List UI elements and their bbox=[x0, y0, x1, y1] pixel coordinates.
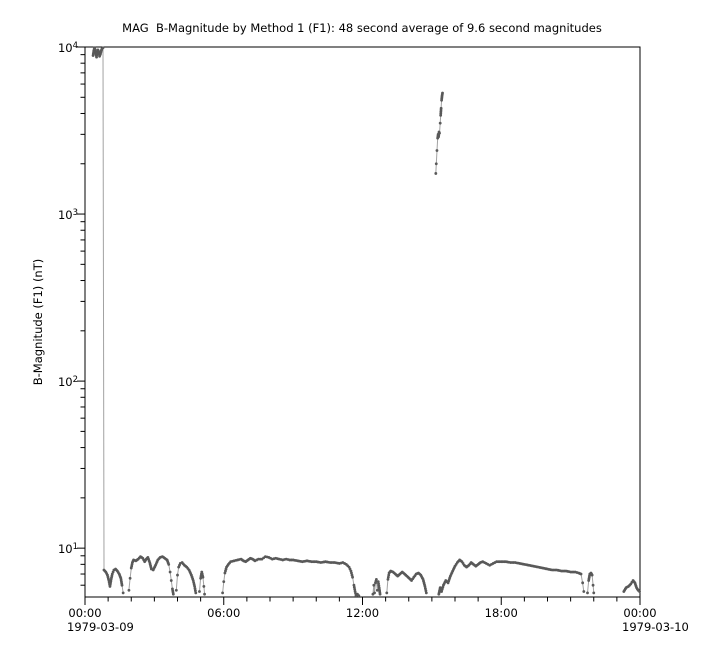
y-tick-label: 104 bbox=[57, 41, 78, 55]
x-tick-label: 12:00 bbox=[345, 606, 380, 620]
y-tick-label: 102 bbox=[57, 375, 78, 390]
x-axis-start-date: 1979-03-09 bbox=[67, 620, 134, 634]
x-axis-ticks bbox=[84, 597, 641, 605]
x-tick-label: 06:00 bbox=[207, 606, 241, 620]
y-tick-label: 103 bbox=[57, 208, 78, 223]
x-tick-label: 00:00 bbox=[623, 606, 657, 620]
y-tick-label: 101 bbox=[57, 542, 78, 557]
x-axis-end-date: 1979-03-10 bbox=[622, 620, 689, 634]
chart-title: MAG B-Magnitude by Method 1 (F1): 48 sec… bbox=[122, 21, 602, 35]
plot-frame bbox=[84, 46, 641, 598]
x-tick-label: 18:00 bbox=[484, 606, 518, 620]
y-axis-label: B-Magnitude (F1) (nT) bbox=[31, 258, 45, 386]
data-series-b-magnitude bbox=[91, 45, 641, 597]
y-axis-ticks bbox=[77, 46, 85, 586]
x-tick-label: 00:00 bbox=[68, 606, 102, 620]
